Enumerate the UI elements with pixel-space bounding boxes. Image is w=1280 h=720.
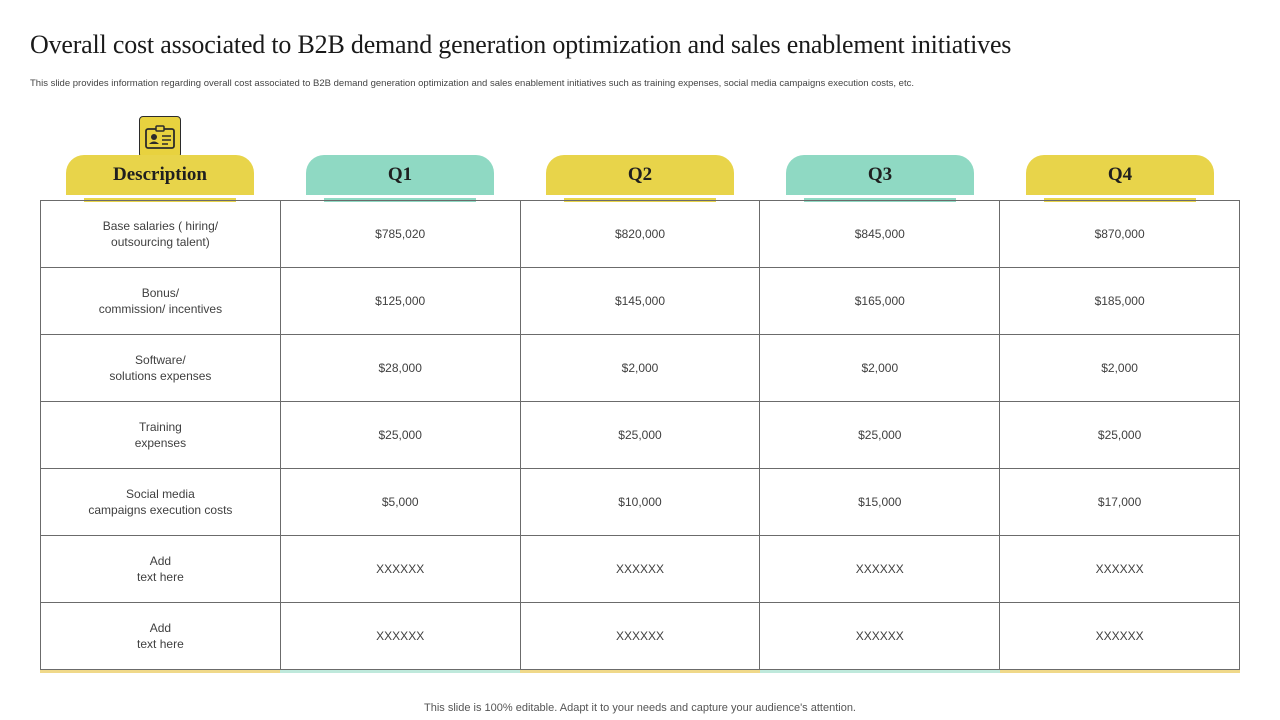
cost-cell-q2: $2,000: [519, 334, 761, 402]
header-tab-q1: Q1: [306, 155, 494, 195]
description-line: text here: [137, 570, 184, 584]
cost-cell-q1: $785,020: [279, 200, 521, 268]
header-tab-description: Description: [66, 155, 254, 195]
bottom-accent: [520, 670, 760, 673]
cost-cell-q1: $125,000: [279, 267, 521, 335]
cost-table: Base salaries ( hiring/outsourcing talen…: [40, 200, 1240, 670]
header-tab-q4: Q4: [1026, 155, 1214, 195]
page-title: Overall cost associated to B2B demand ge…: [30, 30, 1012, 59]
cost-cell-q2: $820,000: [519, 200, 761, 268]
row-description: Training expenses: [40, 401, 281, 469]
cost-cell-q4: $185,000: [999, 267, 1240, 335]
page-subtitle: This slide provides information regardin…: [30, 78, 914, 89]
description-line: Software/: [135, 353, 186, 367]
row-description: Add text here: [40, 602, 281, 670]
table-row: Add text here XXXXXX XXXXXX XXXXXX XXXXXX: [40, 602, 1240, 670]
cost-cell-q1: $25,000: [279, 401, 521, 469]
description-line: Bonus/: [141, 286, 180, 300]
table-row: Base salaries ( hiring/outsourcing talen…: [40, 200, 1240, 268]
row-description: Base salaries ( hiring/outsourcing talen…: [40, 200, 281, 268]
description-line: expenses: [134, 436, 187, 450]
row-description: Social media campaigns execution costs: [40, 468, 281, 536]
cost-cell-q2: $145,000: [519, 267, 761, 335]
description-line: outsourcing talent): [111, 235, 210, 249]
table-row: Social media campaigns execution costs $5,…: [40, 468, 1240, 536]
cost-cell-q1: XXXXXX: [279, 602, 521, 670]
description-line: Add: [149, 621, 172, 635]
cost-cell-q3: $2,000: [759, 334, 1001, 402]
cost-cell-q1: $28,000: [279, 334, 521, 402]
table-row: Software/solutions expenses $28,000 $2,000…: [40, 334, 1240, 402]
cost-cell-q3: $845,000: [759, 200, 1001, 268]
row-description: Bonus/commission/ incentives: [40, 267, 281, 335]
bottom-accent: [1000, 670, 1240, 673]
header-tab-q2: Q2: [546, 155, 734, 195]
bottom-accent: [40, 670, 280, 673]
description-line: Base salaries ( hiring/: [102, 219, 219, 233]
id-badge-icon: [139, 116, 181, 158]
cost-cell-q2: XXXXXX: [519, 602, 761, 670]
header-tab-q3: Q3: [786, 155, 974, 195]
cost-cell-q3: $25,000: [759, 401, 1001, 469]
table-row: Add text here XXXXXX XXXXXX XXXXXX XXXXXX: [40, 535, 1240, 603]
cost-cell-q2: $10,000: [519, 468, 761, 536]
cost-cell-q1: XXXXXX: [279, 535, 521, 603]
cost-cell-q4: XXXXXX: [999, 535, 1240, 603]
cost-cell-q4: $17,000: [999, 468, 1240, 536]
description-line: text here: [137, 637, 184, 651]
description-line: Training: [138, 420, 182, 434]
cost-cell-q3: XXXXXX: [759, 535, 1001, 603]
cost-cell-q3: $165,000: [759, 267, 1001, 335]
cost-cell-q2: XXXXXX: [519, 535, 761, 603]
cost-cell-q4: $25,000: [999, 401, 1240, 469]
cost-cell-q3: $15,000: [759, 468, 1001, 536]
cost-cell-q1: $5,000: [279, 468, 521, 536]
cost-cell-q4: $870,000: [999, 200, 1240, 268]
description-line: Social media: [126, 487, 195, 501]
table-row: Training expenses $25,000 $25,000 $25,000 $25…: [40, 401, 1240, 469]
description-line: campaigns execution costs: [88, 503, 233, 517]
footer-note: This slide is 100% editable. Adapt it to…: [424, 702, 856, 714]
table-row: Bonus/commission/ incentives $125,000 $145…: [40, 267, 1240, 335]
bottom-accent: [280, 670, 520, 673]
cost-cell-q2: $25,000: [519, 401, 761, 469]
cost-cell-q4: $2,000: [999, 334, 1240, 402]
row-description: Add text here: [40, 535, 281, 603]
row-description: Software/solutions expenses: [40, 334, 281, 402]
cost-cell-q4: XXXXXX: [999, 602, 1240, 670]
bottom-accent: [760, 670, 1000, 673]
description-line: Add: [149, 554, 172, 568]
description-line: solutions expenses: [109, 369, 212, 383]
description-line: commission/ incentives: [98, 302, 223, 316]
cost-cell-q3: XXXXXX: [759, 602, 1001, 670]
